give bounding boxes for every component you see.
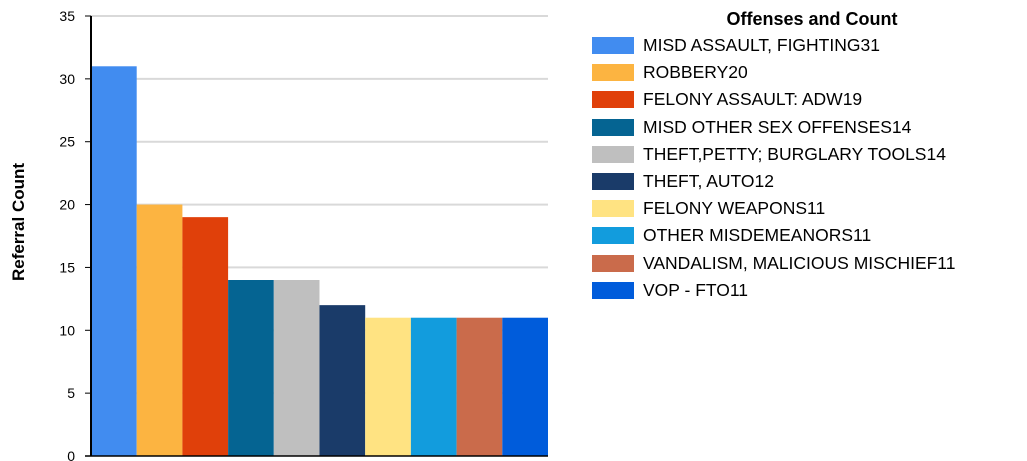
legend-swatch (592, 200, 634, 218)
legend-item: THEFT,PETTY; BURGLARY TOOLS14 (592, 141, 1022, 168)
bar-10 (502, 317, 548, 456)
legend-label: FELONY WEAPONS11 (643, 198, 826, 219)
legend-label: MISD ASSAULT, FIGHTING31 (643, 35, 880, 56)
legend: Offenses and Count MISD ASSAULT, FIGHTIN… (592, 6, 1022, 304)
legend-swatch (592, 173, 634, 191)
legend-item: MISD ASSAULT, FIGHTING31 (592, 32, 1022, 59)
legend-label: VANDALISM, MALICIOUS MISCHIEF11 (643, 252, 956, 273)
legend-swatch (592, 91, 634, 109)
legend-item: VOP - FTO11 (592, 277, 1022, 304)
y-tick-label: 30 (59, 71, 75, 87)
legend-swatch (592, 145, 634, 163)
bar-2 (136, 204, 183, 456)
axes: 0 5 10 15 20 25 30 35 (59, 8, 548, 461)
legend-swatch (592, 37, 634, 55)
legend-item: VANDALISM, MALICIOUS MISCHIEF11 (592, 250, 1022, 277)
legend-swatch (592, 227, 634, 245)
legend-swatch (592, 254, 634, 272)
bar-3 (182, 217, 229, 456)
legend-item: ROBBERY20 (592, 59, 1022, 86)
legend-items: MISD ASSAULT, FIGHTING31 ROBBERY20 FELONY … (592, 32, 1022, 304)
legend-item: THEFT, AUTO12 (592, 168, 1022, 195)
legend-swatch (592, 281, 634, 299)
legend-label: FELONY ASSAULT: ADW19 (643, 89, 863, 110)
bar-7 (365, 317, 411, 456)
y-axis-label: Referral Count (9, 163, 28, 281)
legend-item: FELONY WEAPONS11 (592, 195, 1022, 222)
bar-9 (456, 317, 503, 456)
legend-title: Offenses and Count (726, 9, 898, 29)
y-tick-label: 15 (59, 259, 75, 275)
y-tick-label: 35 (59, 8, 75, 24)
legend-label: OTHER MISDEMEANORS11 (643, 225, 872, 246)
legend-item: MISD OTHER SEX OFFENSES14 (592, 114, 1022, 141)
bar-1 (91, 66, 137, 457)
legend-swatch (592, 118, 634, 136)
y-tick-label: 5 (67, 385, 75, 401)
y-tick-label: 25 (59, 134, 75, 150)
bars (91, 66, 548, 457)
legend-label: MISD OTHER SEX OFFENSES14 (643, 116, 912, 137)
legend-label: ROBBERY20 (643, 62, 748, 83)
legend-item: FELONY ASSAULT: ADW19 (592, 86, 1022, 113)
y-tick-label: 0 (67, 448, 75, 461)
bar-5 (273, 280, 320, 456)
bar-8 (410, 317, 457, 456)
legend-label: VOP - FTO11 (643, 279, 749, 300)
bar-6 (319, 305, 366, 456)
legend-label: THEFT,PETTY; BURGLARY TOOLS14 (643, 143, 946, 164)
y-tick-label: 10 (59, 322, 75, 338)
bar-4 (228, 280, 274, 456)
bar-chart: 0 5 10 15 20 25 30 35 Referral Count (9, 8, 548, 461)
legend-swatch (592, 64, 634, 82)
y-tick-label: 20 (59, 197, 75, 213)
legend-item: OTHER MISDEMEANORS11 (592, 222, 1022, 249)
legend-label: THEFT, AUTO12 (643, 171, 774, 192)
